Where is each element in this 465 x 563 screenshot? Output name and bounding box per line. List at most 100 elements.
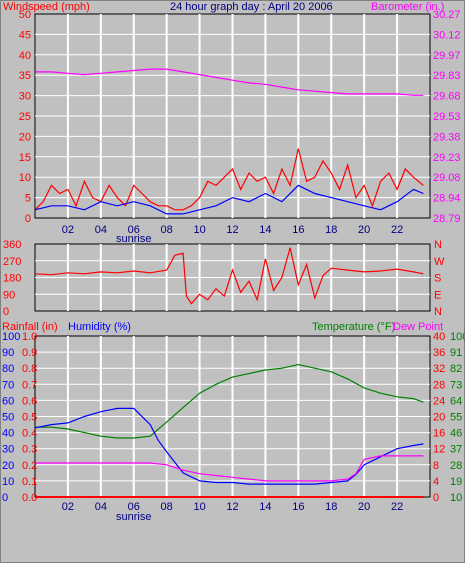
x-tick-label: 22 — [391, 224, 403, 236]
x-tick-label: 16 — [292, 501, 304, 513]
humidity-tick-label: 90 — [2, 347, 14, 359]
x-tick-label: 04 — [95, 224, 107, 236]
barometer-tick-label: 29.83 — [433, 70, 461, 82]
x-tick-label: 06 — [128, 501, 140, 513]
direction-tick-label: 360 — [3, 239, 21, 251]
series-line — [34, 247, 424, 305]
x-tick-label: 08 — [161, 224, 173, 236]
humidity-tick-label: 70 — [2, 379, 14, 391]
rain-tick-label: 0.4 — [22, 428, 37, 440]
humidity-tick-label: 50 — [2, 412, 14, 424]
barometer-tick-label: 29.53 — [433, 111, 461, 123]
compass-tick-label: S — [434, 273, 441, 285]
x-tick-label: 20 — [358, 224, 370, 236]
wind-tick-label: 20 — [19, 131, 31, 143]
humidity-tick-label: 30 — [2, 444, 14, 456]
barometer-tick-label: 30.27 — [433, 9, 461, 21]
humidity-tick-label: 0 — [2, 492, 8, 504]
wind-tick-label: 5 — [25, 193, 31, 205]
x-tick-label: 02 — [62, 501, 74, 513]
x-tick-label: 20 — [358, 501, 370, 513]
temp-f-tick-label: 55 — [450, 412, 462, 424]
temp-tick-label: 36 — [433, 347, 445, 359]
x-tick-label: 16 — [292, 224, 304, 236]
series-line — [34, 148, 424, 211]
x-tick-label: 18 — [325, 224, 337, 236]
humidity-tick-label: 40 — [2, 428, 14, 440]
direction-tick-label: 270 — [3, 256, 21, 268]
windspeed-label: Windspeed (mph) — [3, 1, 90, 13]
barometer-tick-label: 28.94 — [433, 193, 461, 205]
temp-f-tick-label: 19 — [450, 476, 462, 488]
humidity-tick-label: 100 — [2, 331, 20, 343]
rain-tick-label: 0.5 — [22, 412, 37, 424]
rainfall-label: Rainfall (in) — [2, 321, 58, 333]
temp-f-tick-label: 10 — [450, 492, 462, 504]
sunrise-label: sunrise — [116, 233, 151, 245]
barometer-label: Barometer (in.) — [371, 1, 444, 13]
wind-tick-label: 10 — [19, 172, 31, 184]
direction-tick-label: 90 — [3, 289, 15, 301]
x-tick-label: 10 — [193, 501, 205, 513]
x-tick-label: 12 — [226, 224, 238, 236]
rain-tick-label: 0.0 — [22, 492, 37, 504]
temp-f-tick-label: 64 — [450, 395, 462, 407]
x-tick-label: 02 — [62, 224, 74, 236]
series-line — [35, 363, 424, 439]
temp-tick-label: 28 — [433, 379, 445, 391]
barometer-tick-label: 30.12 — [433, 29, 461, 41]
temp-tick-label: 8 — [433, 460, 439, 472]
humidity-tick-label: 20 — [2, 460, 14, 472]
x-tick-label: 14 — [259, 501, 271, 513]
temp-tick-label: 16 — [433, 428, 445, 440]
wind-tick-label: 35 — [19, 70, 31, 82]
temp-tick-label: 24 — [433, 395, 445, 407]
temp-f-tick-label: 91 — [450, 347, 462, 359]
dewpoint-label: Dew Point — [393, 321, 443, 333]
wind-tick-label: 15 — [19, 152, 31, 164]
temp-f-tick-label: 73 — [450, 379, 462, 391]
temp-tick-label: 40 — [433, 331, 445, 343]
x-tick-label: 10 — [193, 224, 205, 236]
barometer-tick-label: 29.23 — [433, 152, 461, 164]
rain-tick-label: 0.2 — [22, 460, 37, 472]
temp-f-tick-label: 28 — [450, 460, 462, 472]
temp-tick-label: 32 — [433, 363, 445, 375]
compass-tick-label: N — [434, 306, 442, 318]
rain-tick-label: 0.3 — [22, 444, 37, 456]
rain-tick-label: 0.7 — [22, 379, 37, 391]
sunrise-label: sunrise — [116, 511, 151, 523]
humidity-tick-label: 10 — [2, 476, 14, 488]
humidity-label: Humidity (%) — [68, 321, 131, 333]
humidity-tick-label: 80 — [2, 363, 14, 375]
temp-tick-label: 4 — [433, 476, 439, 488]
direction-tick-label: 180 — [3, 273, 21, 285]
temp-tick-label: 12 — [433, 444, 445, 456]
temperature-label: Temperature (°F) — [312, 321, 395, 333]
rain-tick-label: 0.9 — [22, 347, 37, 359]
x-tick-label: 08 — [161, 501, 173, 513]
barometer-tick-label: 28.79 — [433, 213, 461, 225]
compass-tick-label: W — [434, 256, 445, 268]
direction-tick-label: 0 — [3, 306, 9, 318]
x-tick-label: 18 — [325, 501, 337, 513]
temp-f-tick-label: 82 — [450, 363, 462, 375]
graph-title: 24 hour graph day : April 20 2006 — [170, 1, 333, 13]
series-line — [35, 455, 424, 482]
series-line — [34, 407, 424, 485]
temp-tick-label: 20 — [433, 412, 445, 424]
x-tick-label: 22 — [391, 501, 403, 513]
rain-tick-label: 0.1 — [22, 476, 37, 488]
x-tick-label: 04 — [95, 501, 107, 513]
series-line — [35, 68, 424, 96]
barometer-tick-label: 29.38 — [433, 131, 461, 143]
rain-tick-label: 0.6 — [22, 395, 37, 407]
wind-tick-label: 40 — [19, 50, 31, 62]
humidity-tick-label: 60 — [2, 395, 14, 407]
wind-tick-label: 45 — [19, 29, 31, 41]
temp-f-tick-label: 37 — [450, 444, 462, 456]
wind-tick-label: 30 — [19, 91, 31, 103]
x-tick-label: 12 — [226, 501, 238, 513]
barometer-tick-label: 29.68 — [433, 91, 461, 103]
